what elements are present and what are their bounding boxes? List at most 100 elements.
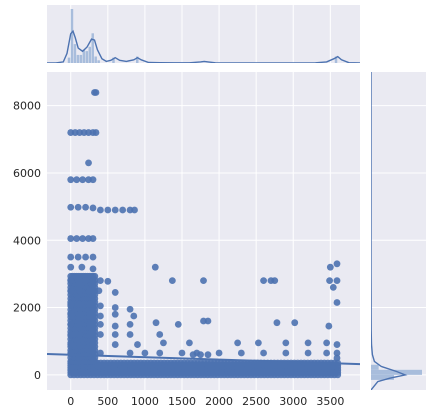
scatter-point (326, 263, 334, 271)
top-hist-bar (85, 51, 89, 63)
scatter-point (323, 339, 331, 347)
scatter-point (79, 176, 87, 184)
scatter-points (67, 89, 342, 379)
scatter-point (126, 331, 134, 338)
y-tick-label: 6000 (13, 167, 41, 180)
scatter-point (89, 204, 97, 212)
scatter-point (329, 283, 337, 291)
scatter-point (89, 176, 97, 184)
scatter-point (89, 235, 97, 242)
scatter-point (76, 310, 84, 318)
scatter-point (126, 349, 134, 357)
right-hist-bar (371, 369, 422, 375)
scatter-point (111, 322, 119, 330)
scatter-point (67, 310, 75, 318)
scatter-point (76, 287, 84, 295)
top-hist-bar (82, 49, 86, 63)
scatter-point (204, 351, 212, 359)
scatter-point (95, 287, 103, 295)
scatter-point (282, 339, 290, 347)
top-hist-bar (94, 56, 97, 63)
scatter-point (152, 319, 160, 327)
scatter-point (273, 319, 281, 327)
scatter-point (85, 287, 93, 295)
scatter-point (86, 300, 94, 308)
scatter-point (92, 89, 100, 96)
scatter-point (333, 277, 341, 285)
scatter-point (82, 203, 89, 211)
scatter-point (260, 349, 267, 357)
y-tick-label: 2000 (13, 302, 41, 315)
scatter-point (97, 320, 104, 328)
top-hist-bar (76, 54, 80, 63)
scatter-point (67, 341, 75, 348)
scatter-point (89, 341, 97, 348)
scatter-point (156, 331, 164, 338)
scatter-point (67, 320, 75, 328)
scatter-point (333, 299, 341, 306)
top-hist-bar (334, 56, 338, 63)
scatter-point (282, 349, 290, 357)
scatter-point (234, 339, 242, 347)
top-marginal-kde-line (47, 29, 360, 63)
scatter-point (97, 312, 104, 320)
scatter-point (97, 206, 104, 214)
right-marginal-background (371, 72, 426, 390)
scatter-point (130, 312, 138, 320)
top-hist-bar (88, 46, 92, 63)
right-marginal-bars (371, 364, 422, 380)
scatter-point (89, 277, 97, 285)
scatter-plot-area: 0 500 1000 1500 2000 2500 3000 3500 0 2000 4000 60… (13, 72, 360, 408)
top-hist-bar (67, 57, 71, 63)
plot-grid (47, 72, 360, 390)
scatter-point (126, 305, 134, 313)
scatter-point (111, 331, 119, 338)
scatter-point (237, 349, 245, 357)
scatter-point (97, 302, 104, 310)
scatter-point (111, 310, 119, 318)
scatter-point (119, 206, 127, 214)
scatter-point (333, 354, 341, 362)
scatter-point (174, 320, 182, 328)
top-hist-bar (70, 9, 74, 63)
scatter-point (168, 277, 176, 285)
top-hist-bar (136, 56, 139, 63)
scatter-point (67, 263, 75, 271)
right-hist-bar (371, 374, 394, 380)
scatter-point (74, 203, 82, 211)
x-axis-tick-labels: 0 500 1000 1500 2000 2500 3000 3500 (67, 395, 344, 408)
scatter-point (215, 349, 223, 357)
scatter-point (74, 253, 82, 261)
top-marginal-histogram (47, 5, 360, 63)
scatter-point (97, 277, 104, 285)
right-marginal-histogram (371, 72, 426, 390)
scatter-point (197, 351, 204, 359)
top-hist-bar (91, 33, 94, 63)
x-tick-label: 1000 (131, 395, 159, 408)
scatter-point (204, 317, 212, 325)
x-tick-label: 1500 (168, 395, 196, 408)
scatter-point (73, 235, 81, 242)
scatter-point (82, 253, 89, 261)
scatter-point (323, 349, 331, 357)
scatter-point (333, 349, 341, 357)
scatter-point (79, 235, 87, 242)
scatter-point (156, 349, 164, 357)
scatter-point (78, 263, 86, 271)
scatter-point (111, 304, 119, 311)
scatter-point (186, 339, 193, 347)
scatter-point (67, 300, 75, 308)
scatter-point (67, 176, 75, 184)
scatter-point (76, 300, 84, 308)
x-tick-label: 0 (67, 395, 74, 408)
scatter-point (111, 206, 119, 214)
scatter-point (333, 260, 341, 268)
scatter-point (89, 265, 97, 273)
top-hist-bar (97, 60, 100, 63)
scatter-point (104, 277, 112, 285)
top-hist-bar (112, 57, 115, 63)
scatter-point (67, 235, 75, 242)
x-tick-label: 3000 (279, 395, 307, 408)
scatter-point (333, 341, 341, 348)
